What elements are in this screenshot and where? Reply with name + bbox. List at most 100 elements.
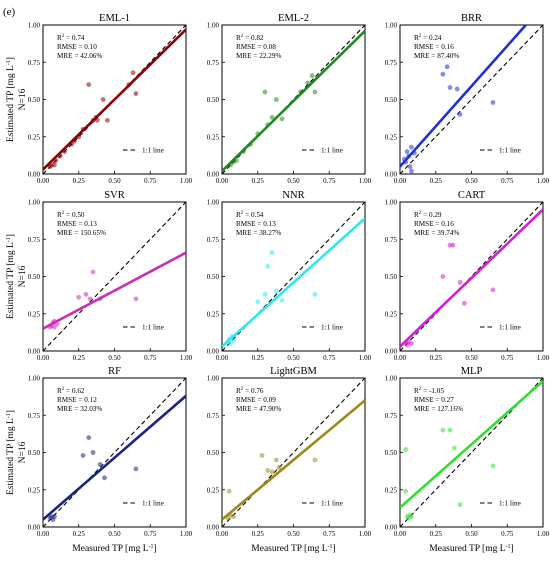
panel-title: RF bbox=[108, 366, 121, 377]
panel-mlp: 0.000.00 0.25 0.25 0.50 0.50 0.75 0.75 1.00 1.00… bbox=[385, 366, 550, 554]
panel-rf: 0.000.00 0.25 0.25 0.50 0.50 0.75 0.75 1.00 1.00… bbox=[6, 366, 193, 554]
x-tick-label: 0.75 bbox=[501, 177, 514, 185]
data-point bbox=[265, 263, 271, 269]
x-tick-label: 1.00 bbox=[537, 530, 550, 538]
data-point bbox=[87, 296, 93, 302]
x-tick-label: 0.75 bbox=[501, 354, 514, 362]
legend-label: 1:1 line bbox=[499, 147, 521, 155]
data-point bbox=[490, 100, 496, 105]
x-tick-label: 0.50 bbox=[287, 177, 300, 185]
y-tick-label: 0.50 bbox=[28, 273, 41, 281]
data-point bbox=[444, 64, 450, 70]
y-tick-label: 0.00 bbox=[28, 171, 41, 179]
x-tick-label: 1.00 bbox=[180, 177, 193, 185]
panel-title: EML-1 bbox=[99, 13, 130, 24]
data-point bbox=[309, 73, 315, 79]
data-point bbox=[231, 514, 236, 519]
data-point bbox=[457, 112, 463, 117]
data-point bbox=[440, 427, 446, 433]
panel-eml-1: 0.000.00 0.25 0.25 0.50 0.50 0.75 0.75 1.00 1.00… bbox=[6, 13, 193, 185]
x-tick-label: 0.75 bbox=[144, 354, 157, 362]
legend-label: 1:1 line bbox=[321, 147, 343, 155]
data-point bbox=[86, 435, 92, 440]
data-point bbox=[248, 141, 254, 147]
y-tick-label: 0.00 bbox=[385, 524, 398, 532]
rmse-stat: RMSE = 0.10 bbox=[57, 43, 97, 51]
plot-area bbox=[400, 25, 543, 174]
rmse-stat: RMSE = 0.13 bbox=[57, 220, 97, 228]
y-tick-label: 0.25 bbox=[385, 310, 398, 318]
y-tick-label: 0.50 bbox=[385, 449, 398, 457]
panel-eml-2: 0.000.00 0.25 0.25 0.50 0.50 0.75 0.75 1.00 1.00… bbox=[207, 13, 372, 185]
x-tick-label: 0.25 bbox=[430, 354, 443, 362]
figure-label: (e) bbox=[3, 6, 16, 18]
y-tick-label: 0.75 bbox=[385, 412, 398, 420]
y-tick-label: 1.00 bbox=[28, 22, 41, 30]
r2-stat: R2 = 0.29 bbox=[414, 211, 442, 219]
data-point bbox=[57, 153, 63, 159]
one-to-one-line bbox=[43, 378, 186, 527]
fit-line bbox=[222, 30, 365, 172]
x-tick-label: 0.00 bbox=[216, 177, 229, 185]
data-point bbox=[490, 463, 496, 469]
data-point bbox=[130, 70, 136, 76]
fit-line bbox=[43, 394, 186, 521]
legend-label: 1:1 line bbox=[321, 500, 343, 508]
data-point bbox=[52, 162, 57, 168]
data-point bbox=[269, 469, 275, 475]
x-tick-label: 0.75 bbox=[144, 530, 157, 538]
data-point bbox=[440, 274, 446, 279]
x-tick-label: 0.75 bbox=[323, 530, 336, 538]
data-point bbox=[404, 149, 410, 155]
x-tick-label: 1.00 bbox=[537, 177, 550, 185]
rmse-stat: RMSE = 0.16 bbox=[414, 43, 454, 51]
y-tick-label: 0.75 bbox=[207, 412, 220, 420]
legend-label: 1:1 line bbox=[321, 324, 343, 332]
x-tick-label: 0.50 bbox=[465, 530, 478, 538]
data-point bbox=[406, 153, 411, 159]
x-tick-label: 1.00 bbox=[180, 530, 193, 538]
data-point bbox=[126, 82, 132, 87]
y-tick-label: 0.75 bbox=[385, 59, 398, 67]
x-tick-label: 0.25 bbox=[430, 530, 443, 538]
y-tick-label: 0.50 bbox=[28, 96, 41, 104]
one-to-one-line bbox=[222, 378, 365, 527]
r2-stat: R2 = 0.24 bbox=[414, 34, 442, 42]
y-axis-sample-size: N=16 bbox=[18, 441, 28, 463]
panel-nnr: 0.000.00 0.25 0.25 0.50 0.50 0.75 0.75 1.00 1.00… bbox=[207, 190, 372, 362]
y-tick-label: 0.25 bbox=[207, 486, 220, 494]
data-point bbox=[407, 164, 413, 169]
legend-label: 1:1 line bbox=[142, 500, 164, 508]
y-tick-label: 0.00 bbox=[28, 524, 41, 532]
y-axis-label: Estimated TP [mg L-1] bbox=[6, 57, 16, 142]
fit-line bbox=[222, 399, 365, 521]
x-tick-label: 0.00 bbox=[37, 354, 50, 362]
panel-title: CART bbox=[458, 190, 486, 201]
data-point bbox=[90, 269, 96, 275]
y-tick-label: 0.75 bbox=[28, 412, 41, 420]
one-to-one-line bbox=[43, 25, 186, 174]
plot-area bbox=[400, 202, 543, 351]
plot-area bbox=[222, 378, 365, 527]
data-point bbox=[262, 291, 268, 297]
data-point bbox=[97, 296, 103, 302]
data-point bbox=[133, 466, 139, 472]
x-tick-label: 0.50 bbox=[287, 530, 300, 538]
x-tick-label: 0.50 bbox=[108, 177, 121, 185]
x-tick-label: 0.25 bbox=[73, 177, 86, 185]
y-axis-sample-size: N=16 bbox=[18, 88, 28, 110]
rmse-stat: RMSE = 0.27 bbox=[414, 396, 454, 404]
plot-area bbox=[43, 25, 186, 174]
fit-line bbox=[400, 25, 527, 168]
data-point bbox=[72, 138, 77, 144]
y-tick-label: 1.00 bbox=[207, 199, 220, 207]
y-tick-label: 0.75 bbox=[385, 236, 398, 244]
mre-stat: MRE = 42.06% bbox=[57, 52, 102, 60]
mre-stat: MRE = 39.74% bbox=[414, 229, 459, 237]
data-point bbox=[269, 114, 275, 120]
y-axis-label: Estimated TP [mg L-1] bbox=[6, 234, 16, 319]
panel-title: MLP bbox=[461, 366, 483, 377]
y-tick-label: 0.75 bbox=[28, 236, 41, 244]
y-tick-label: 0.50 bbox=[207, 449, 220, 457]
data-point bbox=[312, 291, 318, 297]
